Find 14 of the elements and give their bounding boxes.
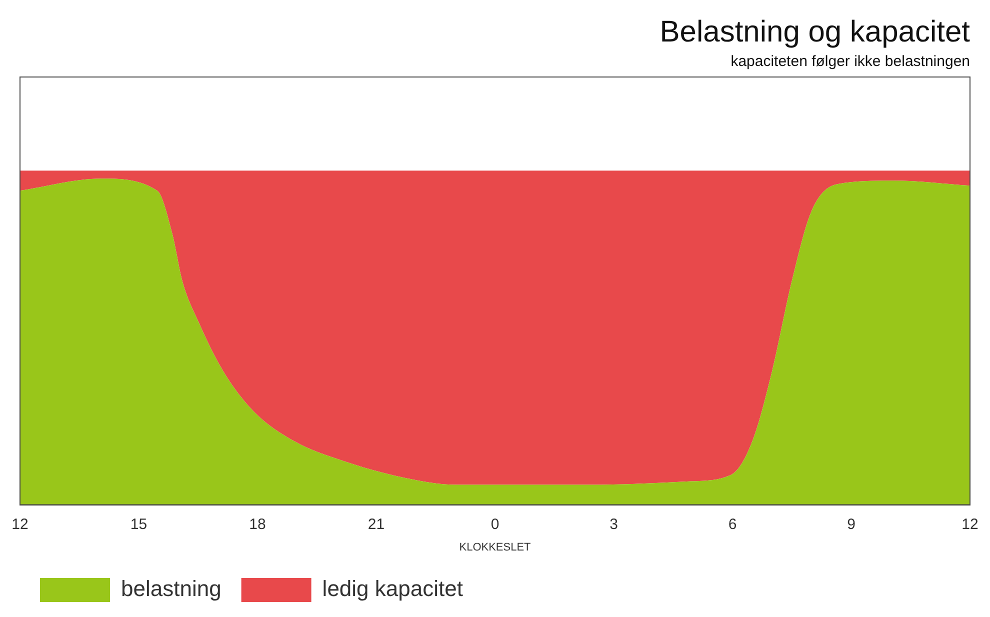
x-tick-label: 12 <box>962 516 978 533</box>
x-tick-label: 12 <box>12 516 28 533</box>
chart-subtitle: kapaciteten følger ikke belastningen <box>730 53 970 70</box>
x-tick-label: 3 <box>610 516 618 533</box>
x-tick-label: 0 <box>490 516 500 533</box>
x-tick-label: 21 <box>368 516 385 533</box>
legend-label: belastning <box>121 576 222 602</box>
x-tick-label: 6 <box>728 516 737 533</box>
x-axis-title: KLOKKESLET <box>459 541 532 554</box>
chart-title: Belastning og kapacitet <box>660 15 971 48</box>
x-tick-label: 18 <box>249 516 266 533</box>
x-tick-label: 9 <box>847 516 856 533</box>
x-tick-label: 15 <box>130 516 148 533</box>
legend-label: ledig kapacitet <box>322 576 463 602</box>
